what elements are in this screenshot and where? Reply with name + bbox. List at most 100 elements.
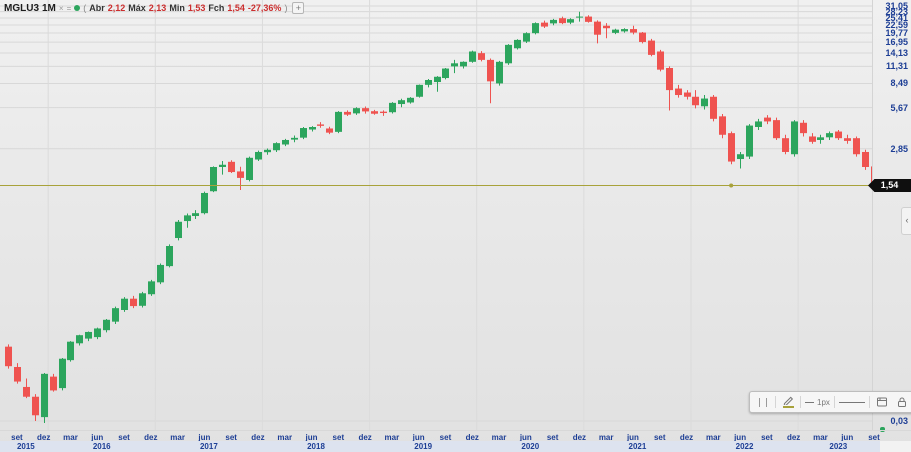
add-indicator-button[interactable]: + (292, 2, 305, 14)
month-tick-label: set (761, 433, 773, 442)
candle-body (76, 335, 83, 344)
candle-body (630, 29, 637, 33)
line-style-button[interactable] (838, 394, 865, 410)
open-value: 2,12 (107, 3, 126, 13)
year-label: 2015 (16, 442, 35, 451)
time-axis[interactable]: set dez mar jun set dez mar jun set dez mar jun set d… (0, 430, 911, 452)
month-tick-label: dez (144, 433, 158, 442)
symbol-name[interactable]: MGLU3 (4, 2, 39, 14)
month-tick-label: dez (251, 433, 265, 442)
candle-body (478, 53, 485, 60)
candle-body (692, 96, 699, 106)
candle-body (237, 171, 244, 178)
candle-body (621, 29, 628, 32)
legend-paren-open: ( (83, 3, 87, 13)
line-color-button[interactable] (780, 394, 796, 410)
template-icon (876, 397, 887, 407)
month-tick-label: jun (91, 433, 104, 442)
candle-body (94, 328, 101, 338)
candlestick-chart[interactable] (0, 0, 872, 430)
candle-body (710, 96, 717, 119)
candle-body (496, 61, 503, 84)
month-ticks-row[interactable]: set dez mar jun set dez mar jun set dez mar jun set d… (0, 430, 911, 442)
close-value: 1,54 (227, 3, 245, 13)
candle-body (550, 19, 557, 24)
collapse-axis-tab[interactable]: ‹ (901, 207, 911, 235)
price-axis-label: 16,95 (885, 37, 908, 48)
candle-body (67, 341, 74, 361)
candle-body (59, 358, 66, 389)
candle-body (666, 68, 673, 91)
candle-body (585, 16, 592, 22)
series-settings-icon[interactable]: = (66, 3, 72, 13)
candle-body (532, 23, 539, 34)
candle-body (871, 166, 872, 186)
horizontal-line-anchor[interactable] (729, 183, 734, 188)
pencil-icon (782, 396, 794, 408)
open-label: Abr (89, 3, 105, 13)
candle-body (130, 298, 137, 307)
month-tick-label: dez (572, 433, 587, 442)
line-style-icon (838, 401, 865, 403)
candle-body (85, 331, 92, 339)
month-tick-label: jun (626, 433, 639, 442)
line-width-label: 1px (817, 397, 830, 407)
month-tick-label: set (653, 433, 666, 442)
candle-body (416, 84, 423, 97)
candle-body (309, 127, 316, 130)
year-labels-row[interactable]: 2015 2016 2017 2018 2019 2020 2021 2022 2023 (0, 441, 880, 452)
candle-body (184, 215, 191, 222)
price-axis-label: 28,23 (885, 6, 908, 17)
year-label: 2020 (521, 442, 540, 451)
price-axis[interactable]: 1,54 31,05 28,23 25,41 22,59 19,77 16,95 14,13… (868, 0, 911, 432)
year-label: 2017 (199, 442, 218, 451)
month-tick-label: dez (465, 433, 479, 442)
chart-plot-area[interactable]: MGLU3 1M × = ( Abr 2,12 Máx 2,13 Min 1,5… (0, 0, 911, 430)
month-tick-label: mar (63, 433, 78, 442)
toolbar-drag-handle[interactable] (755, 394, 771, 410)
year-label: 2023 (829, 442, 848, 451)
hide-series-icon[interactable]: × (58, 3, 64, 13)
month-tick-label: set (225, 433, 237, 442)
timeframe-label[interactable]: 1M (42, 2, 56, 14)
month-tick-label: set (332, 433, 345, 442)
candle-body (719, 116, 726, 135)
candle-body (469, 51, 476, 62)
candle-body (282, 139, 289, 145)
price-axis-label: 8,49 (890, 78, 908, 89)
candle-body (826, 133, 833, 138)
series-marker-dot (880, 427, 885, 432)
month-tick-label: jun (412, 433, 425, 442)
candle-body (50, 376, 57, 391)
candle-body (755, 121, 762, 128)
toolbar-divider (775, 396, 776, 408)
candle-body (460, 61, 467, 67)
candle-body (264, 149, 271, 153)
price-axis-label: 19,77 (885, 27, 908, 38)
candle-body (541, 22, 548, 27)
month-tick-label: jun (305, 433, 318, 442)
candle-body (809, 136, 816, 142)
price-axis-label: 5,67 (890, 102, 908, 113)
month-tick-label: jun (734, 433, 747, 442)
candle-body (219, 164, 226, 167)
month-tick-label: mar (277, 433, 293, 442)
candle-body (112, 308, 119, 322)
line-width-button[interactable]: 1px (805, 394, 830, 410)
template-button[interactable] (874, 394, 890, 410)
symbol-legend[interactable]: MGLU3 1M × = ( Abr 2,12 Máx 2,13 Min 1,5… (4, 2, 305, 14)
candle-body (335, 111, 342, 132)
candle-body (255, 151, 262, 160)
low-value: 1,53 (187, 3, 206, 13)
candle-body (612, 29, 619, 33)
candle-body (648, 40, 655, 55)
candle-body (701, 98, 708, 107)
lock-button[interactable] (894, 394, 910, 410)
candle-body (442, 68, 449, 79)
price-axis-label: 22,59 (885, 19, 908, 30)
month-tick-label: set (11, 433, 23, 442)
last-price-badge: 1,54 (868, 179, 911, 193)
candle-body (576, 16, 583, 18)
month-tick-label: dez (679, 433, 694, 442)
line-width-icon (805, 401, 814, 403)
